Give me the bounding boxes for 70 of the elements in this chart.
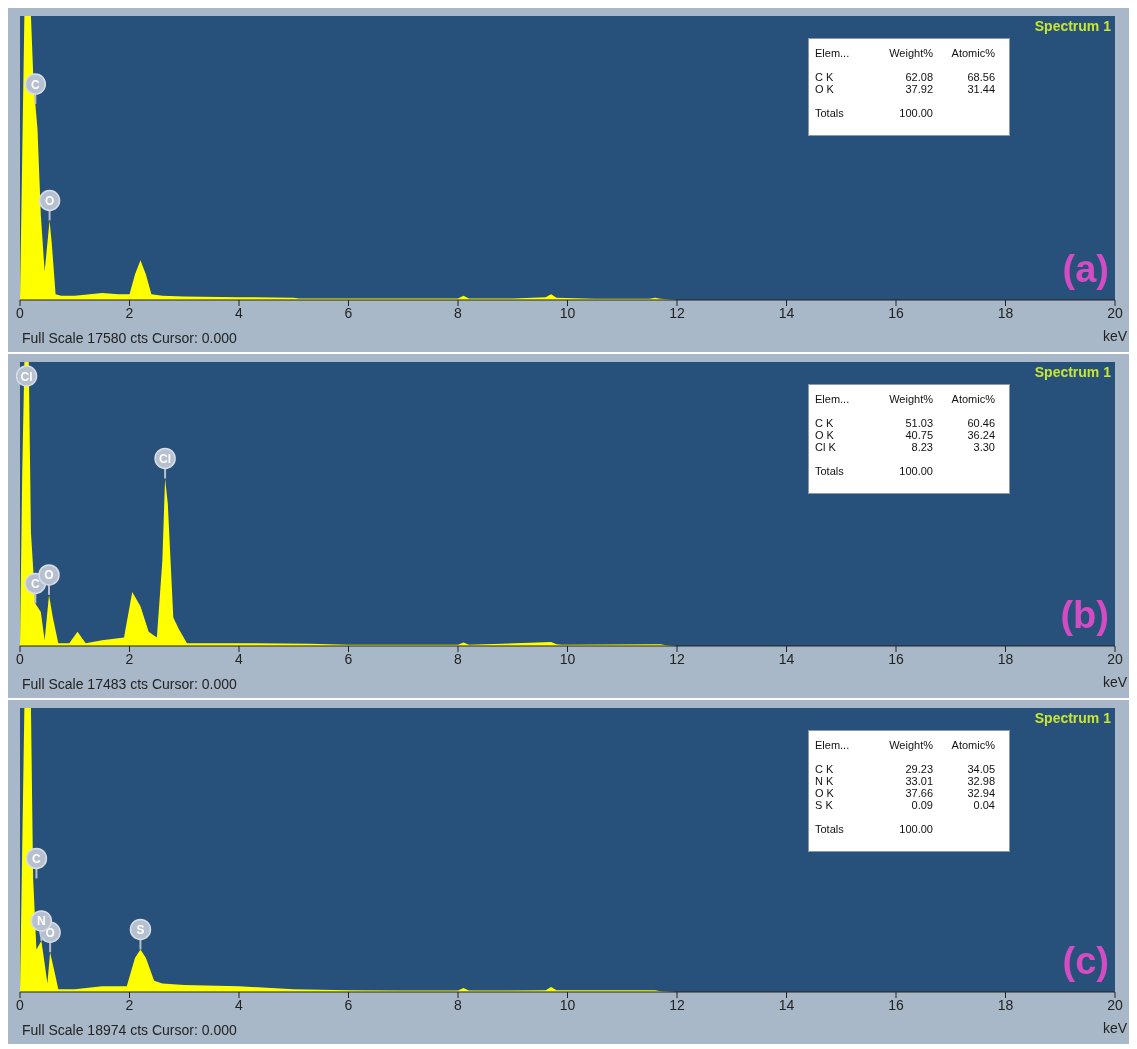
text: (b) [1060, 594, 1109, 637]
annotation: O [44, 193, 55, 208]
chart-subtitle: Spectrum 1 [1034, 364, 1111, 380]
x-tick-label: 0 [16, 650, 25, 667]
text: Cl K 8.23 3.30 [815, 441, 995, 453]
chart-subtitle: Spectrum 1 [1034, 710, 1111, 726]
text: Elem... Weight% Atomic% [815, 739, 995, 751]
x-tick-label: 4 [235, 650, 244, 667]
x-tick-label: 12 [669, 304, 685, 321]
x-tick-label: 2 [125, 996, 134, 1013]
text: Full Scale 17580 cts Cursor: 0.000 [22, 330, 237, 346]
annotation: C [30, 77, 40, 92]
x-tick-label: 18 [997, 996, 1014, 1013]
x-tick-label: 20 [1107, 996, 1123, 1013]
text: Totals 100.00 [815, 107, 933, 119]
annotation: O [45, 925, 55, 940]
text: S K 0.09 0.04 [815, 799, 995, 811]
x-tick-label: 0 [16, 996, 25, 1013]
x-axis-title: keV [1102, 1020, 1127, 1036]
text: O K 37.66 32.94 [815, 787, 995, 799]
x-tick-label: 4 [235, 996, 244, 1013]
x-tick-label: 8 [454, 996, 463, 1013]
text: O K 40.75 36.24 [815, 429, 995, 441]
element-badge: Cl [15, 365, 38, 387]
annotation: C [32, 851, 42, 866]
x-tick-label: 6 [344, 650, 353, 667]
x-tick-label: 14 [778, 650, 795, 667]
annotation: O [44, 568, 54, 583]
x-axis-title: keV [1102, 328, 1127, 344]
x-tick-label: 20 [1107, 650, 1123, 667]
annotation: C [30, 576, 40, 591]
x-tick-label: 10 [559, 996, 576, 1013]
x-tick-label: 18 [997, 304, 1014, 321]
x-tick-label: 2 [125, 304, 134, 321]
text: N K 33.01 32.98 [815, 775, 995, 787]
x-tick-label: 16 [888, 996, 904, 1013]
text: Full Scale 18974 cts Cursor: 0.000 [22, 1022, 237, 1038]
text: Totals 100.00 [815, 823, 933, 835]
x-axis-title: keV [1102, 674, 1127, 690]
annotation: S [136, 922, 145, 937]
x-tick-label: 16 [888, 304, 904, 321]
text: O K 37.92 31.44 [815, 83, 995, 95]
x-tick-label: 18 [997, 650, 1014, 667]
x-tick-label: 2 [125, 650, 134, 667]
x-tick-label: 4 [235, 304, 244, 321]
x-tick-label: 6 [344, 996, 353, 1013]
x-tick-label: 0 [16, 304, 25, 321]
x-tick-label: 12 [669, 650, 685, 667]
text: C K 51.03 60.46 [815, 417, 995, 429]
text: (a) [1062, 248, 1109, 291]
x-tick-label: 12 [669, 996, 685, 1013]
x-tick-label: 16 [888, 650, 904, 667]
x-tick-label: 20 [1107, 304, 1123, 321]
annotation: Cl [20, 369, 33, 384]
text: C K 62.08 68.56 [815, 71, 995, 83]
x-tick-label: 8 [454, 304, 463, 321]
text: Full Scale 17483 cts Cursor: 0.000 [22, 676, 237, 692]
text: Totals 100.00 [815, 465, 933, 477]
x-tick-label: 10 [559, 304, 576, 321]
x-tick-label: 14 [778, 304, 795, 321]
x-tick-label: 6 [344, 304, 353, 321]
x-tick-label: 10 [559, 650, 576, 667]
text: C K 29.23 34.05 [815, 763, 995, 775]
annotation: Cl [159, 451, 172, 466]
x-tick-label: 14 [778, 996, 795, 1013]
text: Elem... Weight% Atomic% [815, 393, 995, 405]
text: Elem... Weight% Atomic% [815, 47, 995, 59]
text: (c) [1062, 940, 1109, 983]
x-tick-label: 8 [454, 650, 463, 667]
chart-subtitle: Spectrum 1 [1034, 18, 1111, 34]
